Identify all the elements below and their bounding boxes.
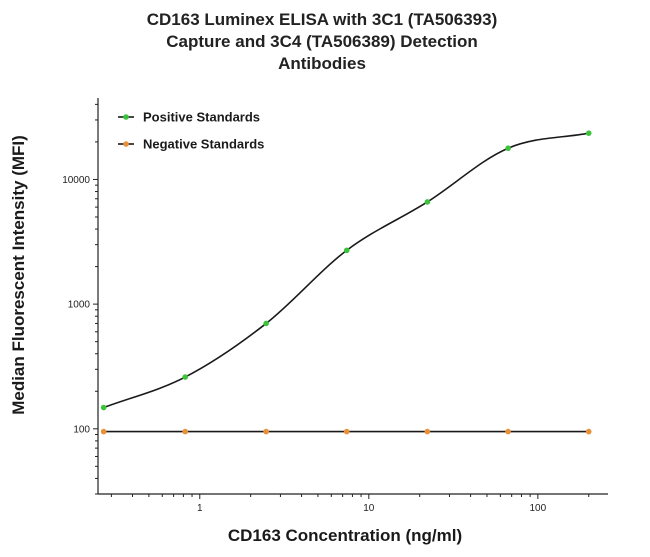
positive-standard-point [505, 145, 511, 152]
axes: 100 1000 10000 1 10 100 [62, 98, 608, 514]
chart-title-line-3: Antibodies [278, 54, 366, 73]
negative-standard-point [100, 428, 107, 435]
x-tick-label: 1 [197, 503, 203, 514]
negative-standard-point [263, 428, 269, 435]
positive-standard-point [343, 247, 350, 254]
legend-marker [123, 141, 129, 147]
positive-standard-point [424, 199, 431, 205]
y-tick-label: 100 [73, 424, 90, 435]
x-tick-label: 100 [530, 503, 547, 514]
positive-standard-point [585, 130, 592, 136]
legend-label: Negative Standards [143, 137, 264, 152]
chart-title-line-2: Capture and 3C4 (TA506389) Detection [166, 32, 477, 51]
x-axis-title: CD163 Concentration (ng/ml) [228, 526, 462, 545]
fit-curves [103, 132, 589, 433]
x-tick-label: 10 [363, 503, 375, 514]
legend-marker [123, 114, 129, 120]
positive-standard-point [182, 374, 189, 380]
positive-standard-point [100, 404, 107, 411]
y-tick-label: 1000 [68, 300, 91, 311]
chart-title: CD163 Luminex ELISA with 3C1 (TA506393) … [147, 10, 498, 73]
legend: Positive Standards Negative Standards [118, 110, 264, 152]
negative-standard-point [343, 428, 350, 435]
negative-standard-point [585, 428, 592, 435]
y-tick-label: 10000 [62, 175, 90, 186]
data-points [100, 130, 592, 435]
chart-title-line-1: CD163 Luminex ELISA with 3C1 (TA506393) [147, 10, 498, 29]
negative-standard-point [424, 428, 431, 435]
negative-standard-point [505, 428, 511, 435]
y-axis-title: Median Fluorescent Intensity (MFI) [9, 135, 28, 415]
negative-standard-point [182, 428, 189, 435]
positive-standard-point [263, 320, 269, 327]
legend-label: Positive Standards [143, 110, 260, 125]
fit-curve-positive [103, 132, 589, 409]
